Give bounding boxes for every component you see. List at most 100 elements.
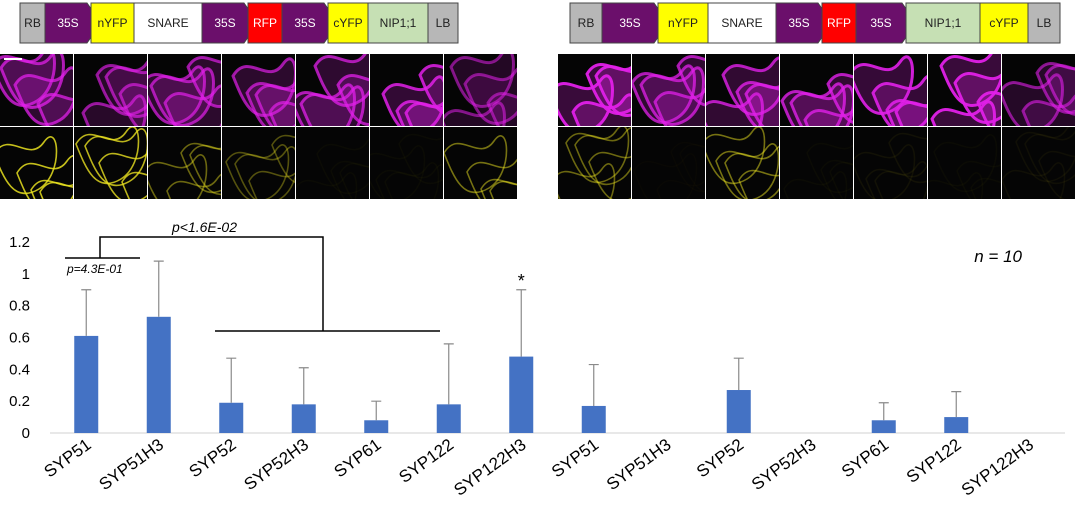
y-tick-label: 0.4 — [9, 361, 30, 378]
construct-block-label: cYFP — [333, 16, 362, 30]
construct-block-label: RB — [578, 16, 595, 30]
construct-block-label: SNARE — [721, 16, 762, 30]
construct-block — [979, 2, 1029, 44]
x-tick-label: SYP52 — [186, 435, 240, 481]
error-bar — [226, 357, 237, 403]
x-tick-label: SYP52 — [693, 435, 747, 481]
bar — [436, 404, 461, 433]
error-bar — [443, 343, 454, 405]
construct-block-label: LB — [1037, 16, 1052, 30]
error-bar — [298, 367, 309, 405]
x-tick-label: SYP122 — [395, 435, 457, 487]
rfp-channel-panel — [928, 54, 1001, 126]
sample-size-label: n = 10 — [974, 247, 1022, 266]
error-bars — [81, 260, 962, 421]
construct-block-label: 35S — [619, 16, 640, 30]
construct-block — [905, 2, 981, 44]
error-bar — [733, 357, 744, 391]
pvalue-outer-label: p<1.6E-02 — [171, 219, 237, 235]
yfp-channel-panel — [222, 127, 295, 199]
construct-block-label: LB — [436, 16, 451, 30]
construct-block-label: 35S — [788, 16, 809, 30]
yfp-channel-panel — [706, 127, 779, 199]
construct-block-label: 35S — [214, 16, 235, 30]
bar-chart: 00.20.40.60.811.2 SYP51 SYP51H3 SYP52 SYP52… — [9, 219, 1065, 500]
bar — [146, 316, 171, 433]
bar — [944, 417, 969, 433]
yfp-channel-panel — [1002, 127, 1075, 199]
rfp-channel-panel — [780, 54, 853, 126]
error-bar — [371, 400, 382, 421]
construct-block-label: RFP — [253, 16, 277, 30]
yfp-channel-panel — [148, 127, 221, 199]
rfp-channel-panel — [222, 54, 295, 126]
bar — [219, 402, 244, 433]
construct-block-label: RFP — [827, 16, 851, 30]
pvalue-outer-bracket — [99, 236, 324, 331]
error-bar — [81, 289, 92, 336]
rfp-channel-panel — [854, 54, 927, 126]
bar — [291, 404, 316, 433]
construct-block-label: RB — [24, 16, 41, 30]
yfp-channel-panel — [74, 127, 147, 199]
error-bar — [153, 260, 164, 317]
error-bar — [588, 363, 599, 406]
y-tick-label: 1 — [22, 266, 30, 283]
rfp-channel-panel — [444, 54, 517, 126]
y-tick-label: 0.2 — [9, 393, 30, 410]
y-tick-label: 0.6 — [9, 330, 30, 347]
yfp-channel-panel — [928, 127, 1001, 199]
construct-block — [367, 2, 429, 44]
yfp-channel-panel — [296, 127, 369, 199]
yfp-channel-panel — [444, 127, 517, 199]
rfp-channel-panel — [148, 54, 221, 126]
x-tick-label: SYP61 — [331, 435, 385, 481]
construct-block-label: 35S — [57, 16, 78, 30]
construct-diagrams: RB 35S nYFP SNARE 35S RFP 35S cYFP NIP1;1 LB RB 35S… — [19, 2, 1061, 44]
x-tick-label: SYP122 — [903, 435, 965, 487]
x-tick-label: SYP51 — [41, 435, 95, 481]
construct-left: RB 35S nYFP SNARE 35S RFP 35S cYFP NIP1;1 LB — [19, 2, 459, 44]
yfp-channel-panel — [370, 127, 443, 199]
bar — [726, 390, 751, 433]
construct-block-label: NIP1;1 — [925, 16, 962, 30]
construct-block-label: nYFP — [668, 16, 698, 30]
x-tick-labels: SYP51 SYP51H3 SYP52 SYP52H3 SYP61 SYP122SYP12… — [41, 435, 1037, 500]
construct-block-label: NIP1;1 — [380, 16, 417, 30]
rfp-channel-panel — [706, 54, 779, 126]
construct-block — [657, 2, 709, 44]
y-axis: 0 0.2 0.4 0.6 0.8 1 1.2 — [9, 234, 1065, 442]
yfp-channel-panel — [780, 127, 853, 199]
x-tick-label: SYP52H3 — [748, 435, 820, 494]
rfp-channel-panel — [1002, 54, 1075, 126]
construct-block — [427, 2, 459, 44]
rfp-channel-panel — [0, 54, 73, 126]
rfp-channel-panel — [296, 54, 369, 126]
construct-block — [569, 2, 603, 44]
significance-star: * — [518, 271, 525, 291]
rfp-channel-panel — [558, 54, 631, 126]
yfp-channel-panel — [0, 127, 73, 199]
construct-block-label: SNARE — [147, 16, 188, 30]
error-bar — [878, 402, 889, 421]
rfp-channel-panel — [74, 54, 147, 126]
yfp-channel-panel — [558, 127, 631, 199]
bar — [364, 420, 389, 433]
construct-right: RB 35S nYFP SNARE 35S RFP 35S NIP1;1 cYFP LB — [569, 2, 1061, 44]
pvalue-inner-label: p=4.3E-01 — [66, 262, 123, 276]
bar — [74, 335, 99, 433]
error-bar — [516, 289, 527, 357]
bar — [509, 356, 534, 433]
micrograph-panels — [0, 54, 1075, 199]
y-tick-label: 1.2 — [9, 234, 30, 251]
bar — [581, 405, 606, 433]
error-bar — [951, 391, 962, 418]
yfp-channel-panel — [854, 127, 927, 199]
annotations: p=4.3E-01 p<1.6E-02 n = 10 * — [65, 219, 1023, 332]
construct-block-label: 35S — [294, 16, 315, 30]
y-tick-label: 0.8 — [9, 298, 30, 315]
construct-block-label: nYFP — [97, 16, 127, 30]
x-tick-label: SYP122H3 — [450, 435, 529, 500]
scale-bar — [4, 58, 22, 60]
